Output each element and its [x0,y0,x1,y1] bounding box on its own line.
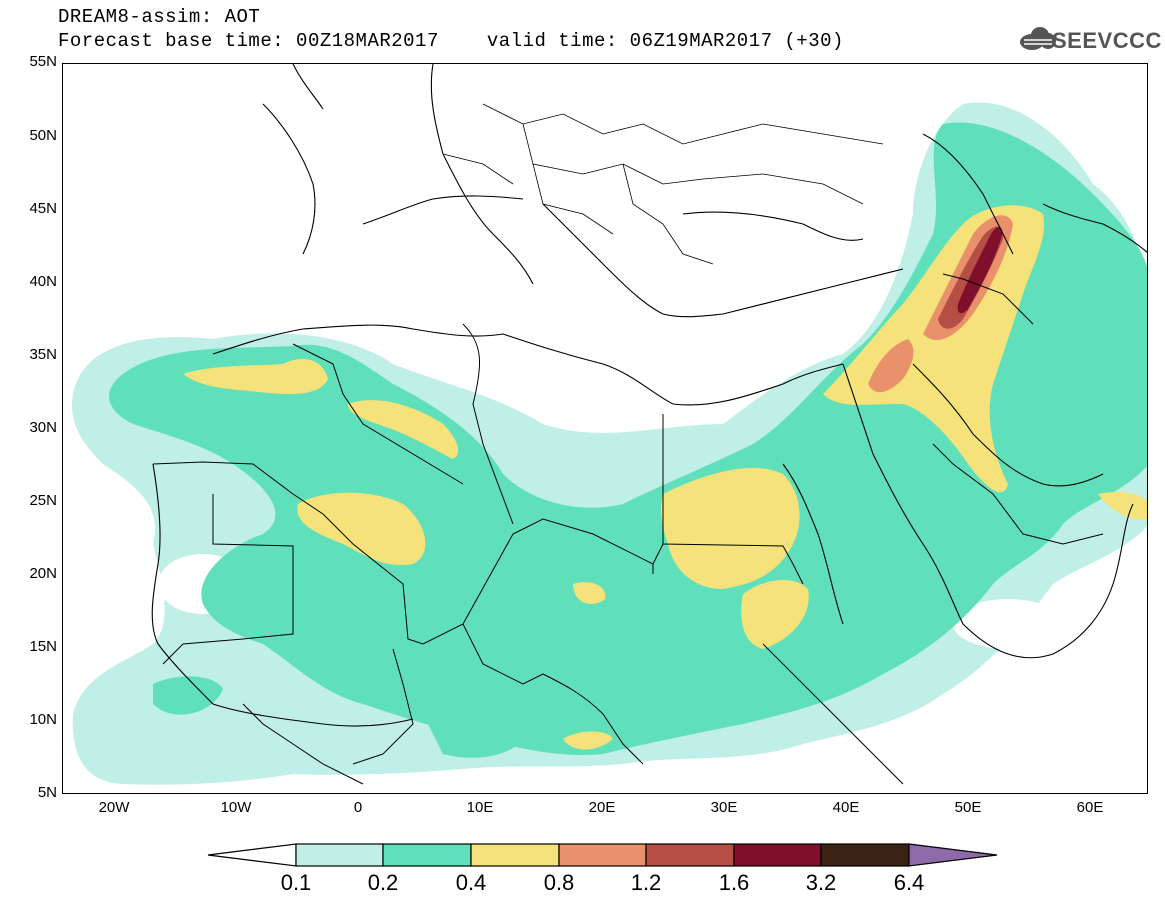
x-tick-50e: 50E [954,799,982,816]
x-tick-0: 0 [353,799,363,816]
x-tick-20e: 20E [588,799,616,816]
map-panel [62,63,1148,794]
x-tick-20w: 20W [98,799,130,816]
colorbar-label: 0.8 [543,870,575,895]
x-tick-40e: 40E [832,799,860,816]
colorbar-label: 0.2 [367,870,399,895]
colorbar-swatch-0-8 [558,843,647,867]
colorbar-swatch-0-1 [295,843,384,867]
base-time-label: Forecast base time: 00Z18MAR2017 [58,30,439,52]
x-tick-10e: 10E [466,799,494,816]
y-tick-15n: 15N [29,638,57,655]
coastlines [151,64,1147,727]
y-tick-50n: 50N [29,127,57,144]
colorbar-swatch-0-2 [382,843,472,867]
y-tick-30n: 30N [29,419,57,436]
logo-text: SEEVCCC [1052,28,1162,53]
y-tick-20n: 20N [29,565,57,582]
x-tick-60e: 60E [1076,799,1104,816]
y-tick-40n: 40N [29,273,57,290]
colorbar-label: 3.2 [805,870,837,895]
colorbar-low-arrow [207,843,297,867]
colorbar-label: 1.6 [718,870,750,895]
y-tick-5n: 5N [37,784,57,801]
country-borders [152,273,1104,785]
x-tick-10w: 10W [220,799,252,816]
y-tick-45n: 45N [29,200,57,217]
colorbar-swatch-1-6 [733,843,822,867]
aot-band-1-6 [957,226,1003,314]
colorbar-swatch-1-2 [645,843,735,867]
colorbar-label: 0.4 [455,870,487,895]
colorbar-high-arrow [908,843,998,867]
aot-band-0-2 [109,122,1147,758]
colorbar-label: 6.4 [893,870,925,895]
aot-map [72,64,1147,785]
x-tick-30e: 30E [710,799,738,816]
cloud-logo-icon [1020,27,1056,50]
colorbar-label: 0.1 [280,870,312,895]
valid-time-label: valid time: 06Z19MAR2017 (+30) [486,30,844,52]
colorbar-swatch-0-4 [470,843,560,867]
colorbar-label: 1.2 [630,870,662,895]
y-tick-10n: 10N [29,711,57,728]
map-title: DREAM8-assim: AOT [58,6,261,28]
y-tick-25n: 25N [29,492,57,509]
colorbar [207,843,998,867]
map-subtitle: Forecast base time: 00Z18MAR2017 valid ti… [58,30,844,52]
colorbar-swatch-3-2 [820,843,910,867]
y-tick-55n: 55N [29,53,57,70]
y-tick-35n: 35N [29,346,57,363]
